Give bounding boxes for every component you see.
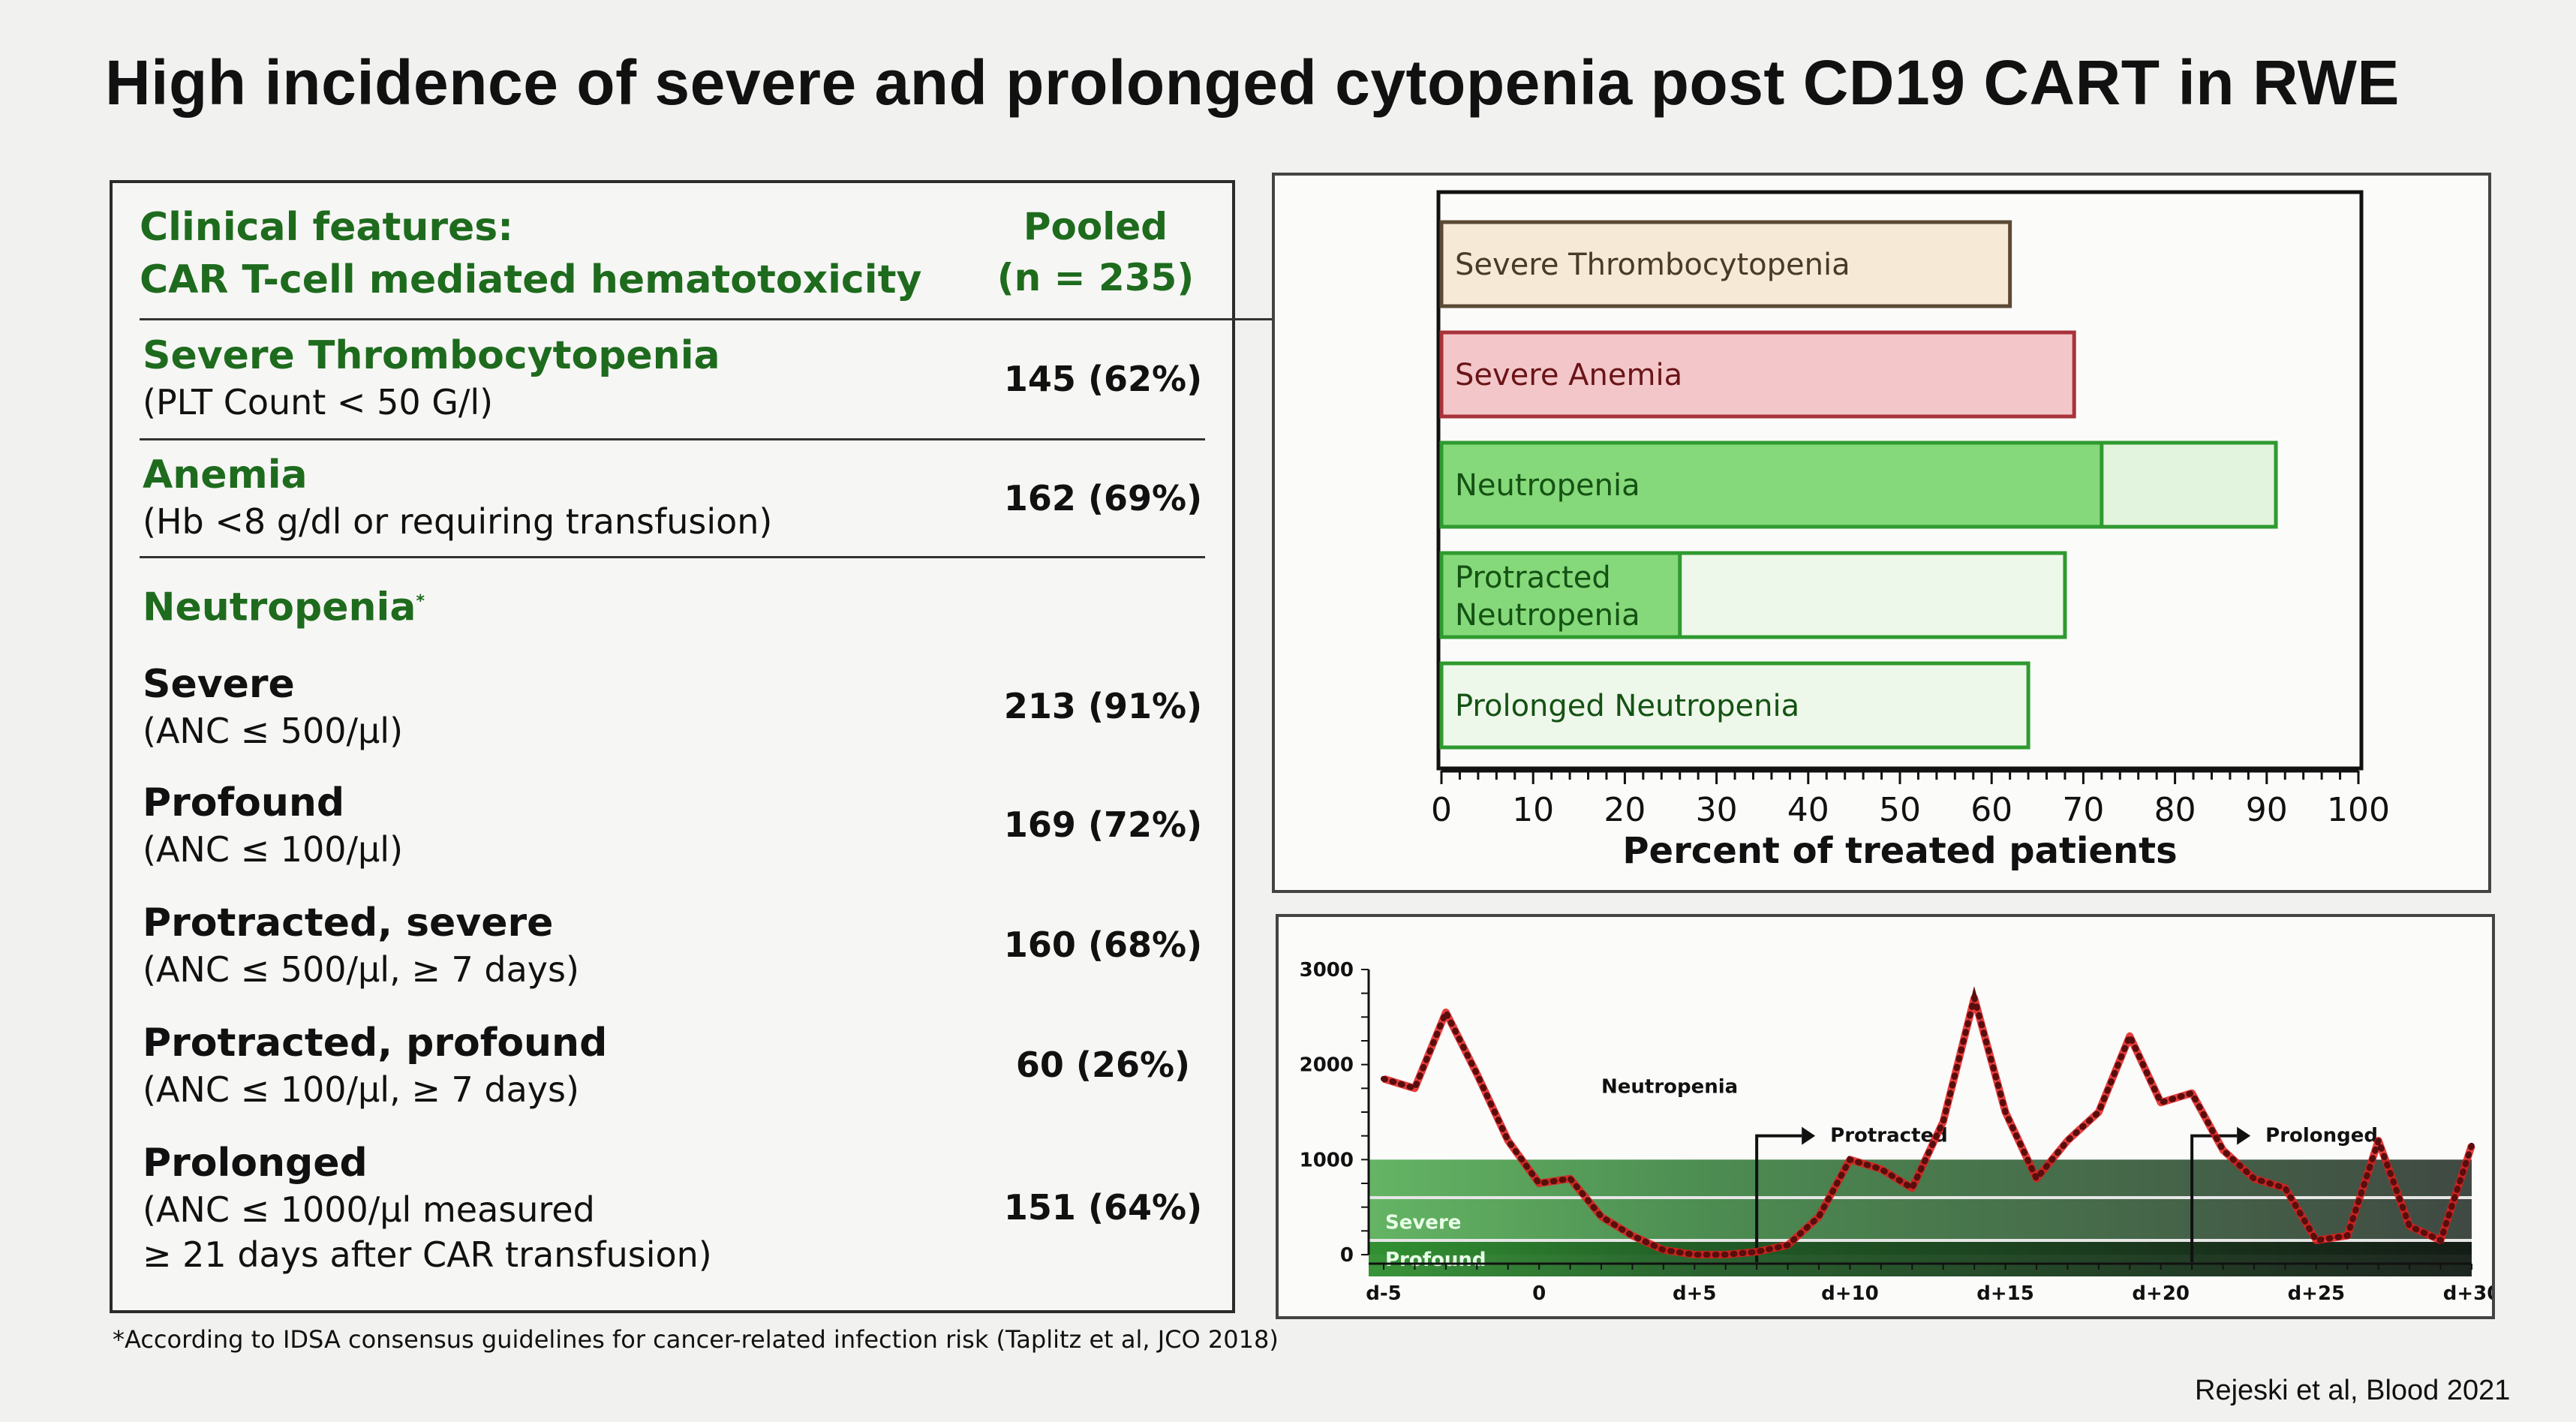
line-chart: Severe Profound 0 1000 2000 3000 d-5 0 d+5 d+10 d+… (1300, 959, 2501, 1305)
header-left-line-2: CAR T-cell mediated hematotoxicity (140, 257, 922, 302)
x-tick-label: d+15 (1976, 1282, 2034, 1305)
row-value: 162 (69%) (1003, 478, 1203, 519)
protracted-marker-arrow (1802, 1126, 1816, 1145)
row-sub: (ANC ≤ 500/µl, ≥ 7 days) (143, 949, 579, 990)
bar (1439, 330, 2076, 419)
table-header-pooled: Pooled (n = 235) (990, 201, 1201, 303)
prolonged-marker-arrow (2237, 1126, 2251, 1145)
bar-label: Neutropenia (1455, 598, 1640, 633)
prolonged-marker-line (2190, 1134, 2238, 1262)
x-tick-label: 0 (1532, 1282, 1546, 1305)
protracted-marker-line (1755, 1134, 1802, 1262)
x-tick-label: d+25 (2288, 1282, 2346, 1305)
row-value: 160 (68%) (1003, 924, 1203, 965)
table-row: Profound (ANC ≤ 100/µl) 169 (72%) (143, 779, 1208, 872)
x-tick-label: 10 (1512, 791, 1554, 829)
row-sub: (ANC ≤ 500/µl) (143, 711, 404, 751)
y-tick-label: 1000 (1300, 1149, 1354, 1171)
y-tick-label: 3000 (1300, 959, 1354, 982)
neutropenia-line-dots (1381, 986, 2475, 1258)
table-row: Protracted, severe (ANC ≤ 500/µl, ≥ 7 da… (143, 899, 1208, 992)
table-row: Severe Thrombocytopenia (PLT Count < 50 … (143, 332, 1208, 425)
row-label: Severe Thrombocytopenia (143, 333, 720, 378)
x-tick-label: 100 (2327, 791, 2390, 829)
severe-band-label: Severe (1385, 1212, 1461, 1234)
row-label: Protracted, severe (143, 900, 554, 945)
table-row: Anemia (Hb <8 g/dl or requiring transfus… (143, 451, 1208, 544)
x-tick-label: d+10 (1821, 1282, 1879, 1305)
x-tick-label: 80 (2154, 791, 2196, 829)
citation: Rejeski et al, Blood 2021 (2195, 1375, 2511, 1406)
bar-chart: Severe Thrombocytopenia Severe Anemia Neut… (1431, 190, 2390, 872)
profound-band-label: Profound (1385, 1249, 1486, 1271)
row-label: Neutropenia* (143, 585, 425, 630)
table-header-features: Clinical features: CAR T-cell mediated h… (140, 201, 921, 306)
x-axis-title: Percent of treated patients (1622, 830, 2177, 872)
table-row: Neutropenia* (143, 578, 1208, 631)
header-left-line-1: Clinical features: (140, 205, 514, 250)
bar-label: Severe Anemia (1455, 358, 1682, 392)
slide-title: High incidence of severe and prolonged c… (105, 47, 2400, 118)
bar (1439, 440, 2104, 529)
table-row: Prolonged (ANC ≤ 1000/µl measured ≥ 21 d… (143, 1139, 1208, 1277)
row-label: Prolonged (143, 1141, 368, 1186)
bar-label: Neutropenia (1455, 468, 1640, 503)
row-divider (140, 438, 1205, 440)
bar (1439, 661, 2030, 750)
row-divider (140, 556, 1205, 558)
bar-chart-panel: Severe Thrombocytopenia Severe Anemia Neut… (1272, 173, 2491, 893)
protracted-annotation: Protracted (1830, 1125, 1948, 1147)
x-tick-label: d+20 (2132, 1282, 2190, 1305)
footnote: *According to IDSA consensus guidelines … (113, 1325, 1279, 1354)
row-sub: (ANC ≤ 100/µl) (143, 829, 404, 870)
neutropenia-annotation: Neutropenia (1601, 1076, 1738, 1099)
x-tick-label: d-5 (1366, 1282, 1402, 1305)
row-sub: (ANC ≤ 1000/µl measured (143, 1189, 595, 1230)
bar (1439, 220, 2012, 308)
x-tick-label: 40 (1787, 791, 1829, 829)
hematotoxicity-table: Clinical features: CAR T-cell mediated h… (110, 180, 1340, 1313)
row-value: 213 (91%) (1003, 686, 1203, 726)
row-sub: (Hb <8 g/dl or requiring transfusion) (143, 501, 773, 542)
table-row: Severe (ANC ≤ 500/µl) 213 (91%) (143, 660, 1208, 753)
line-chart-panel: Severe Profound 0 1000 2000 3000 d-5 0 d+5 d+10 d+… (1276, 914, 2501, 1319)
x-tick-label: 60 (1970, 791, 2012, 829)
header-right-line-1: Pooled (1023, 205, 1168, 248)
bar (1439, 551, 1682, 639)
row-value: 145 (62%) (1003, 359, 1203, 399)
x-tick-label: 50 (1879, 791, 1921, 829)
row-label: Protracted, profound (143, 1021, 608, 1066)
profound-band (1369, 1240, 2472, 1276)
row-sub-2: ≥ 21 days after CAR transfusion) (143, 1234, 712, 1275)
row-label: Severe (143, 662, 295, 707)
table-row: Protracted, profound (ANC ≤ 100/µl, ≥ 7 … (143, 1019, 1208, 1112)
x-tick-label: d+30 (2443, 1282, 2492, 1305)
prolonged-annotation: Prolonged (2265, 1125, 2378, 1147)
x-tick-label: 70 (2062, 791, 2104, 829)
y-tick-label: 0 (1340, 1244, 1354, 1267)
y-tick-label: 2000 (1300, 1054, 1354, 1077)
x-tick-label: 90 (2246, 791, 2288, 829)
x-tick-label: 30 (1696, 791, 1738, 829)
row-sub: (ANC ≤ 100/µl, ≥ 7 days) (143, 1069, 579, 1110)
row-value: 151 (64%) (1003, 1187, 1203, 1228)
row-sub: (PLT Count < 50 G/l) (143, 382, 494, 422)
x-tick-label: 0 (1431, 791, 1452, 829)
header-divider (140, 318, 1340, 320)
header-right-line-2: (n = 235) (996, 256, 1195, 299)
x-tick-label: 20 (1604, 791, 1646, 829)
bar-label: Protracted (1455, 561, 1611, 595)
x-tick-label: d+5 (1673, 1282, 1717, 1305)
row-label: Profound (143, 780, 345, 825)
row-label: Anemia (143, 452, 308, 498)
row-value: 169 (72%) (1003, 804, 1203, 845)
row-value: 60 (26%) (1015, 1045, 1191, 1085)
footnote-marker: * (416, 592, 425, 611)
bar-label: Severe Thrombocytopenia (1455, 248, 1850, 282)
bar-label: Prolonged Neutropenia (1455, 689, 1799, 723)
